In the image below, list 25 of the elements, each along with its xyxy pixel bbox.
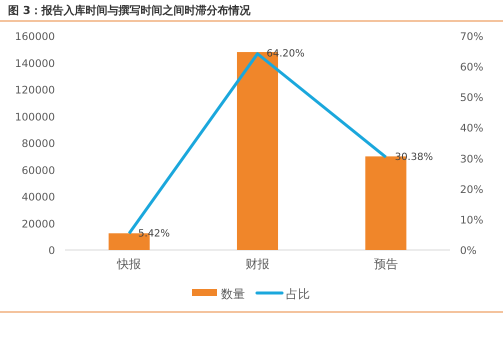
- x-tick-label: 财报: [246, 257, 270, 271]
- y2-tick-label: 30%: [460, 153, 484, 166]
- data-label: 30.38%: [394, 152, 433, 164]
- x-tick-label: 快报: [116, 257, 142, 271]
- x-tick-label: 预告: [374, 257, 398, 271]
- y2-tick-label: 70%: [460, 31, 484, 43]
- y-tick-label: 40000: [22, 192, 55, 204]
- y2-tick-label: 50%: [460, 92, 484, 104]
- y2-tick-label: 0%: [460, 245, 477, 257]
- y2-tick-label: 60%: [460, 62, 484, 74]
- chart-title: 图 3：报告入库时间与撰写时间之间时滞分布情况: [8, 4, 252, 17]
- legend-label: 数量: [221, 287, 245, 301]
- y-tick-label: 120000: [14, 84, 55, 96]
- y-tick-label: 0: [48, 245, 55, 257]
- y-tick-label: 160000: [14, 31, 55, 43]
- y2-tick-label: 40%: [460, 122, 484, 135]
- y2-tick-label: 20%: [460, 184, 484, 196]
- data-label: 5.42%: [138, 228, 170, 240]
- y-tick-label: 140000: [14, 58, 55, 70]
- legend-label: 占比: [286, 287, 310, 301]
- y-tick-label: 60000: [22, 164, 55, 177]
- y2-tick-label: 10%: [460, 214, 484, 226]
- y-tick-label: 80000: [22, 138, 55, 150]
- y-tick-label: 100000: [14, 111, 55, 124]
- y-tick-label: 20000: [22, 218, 55, 230]
